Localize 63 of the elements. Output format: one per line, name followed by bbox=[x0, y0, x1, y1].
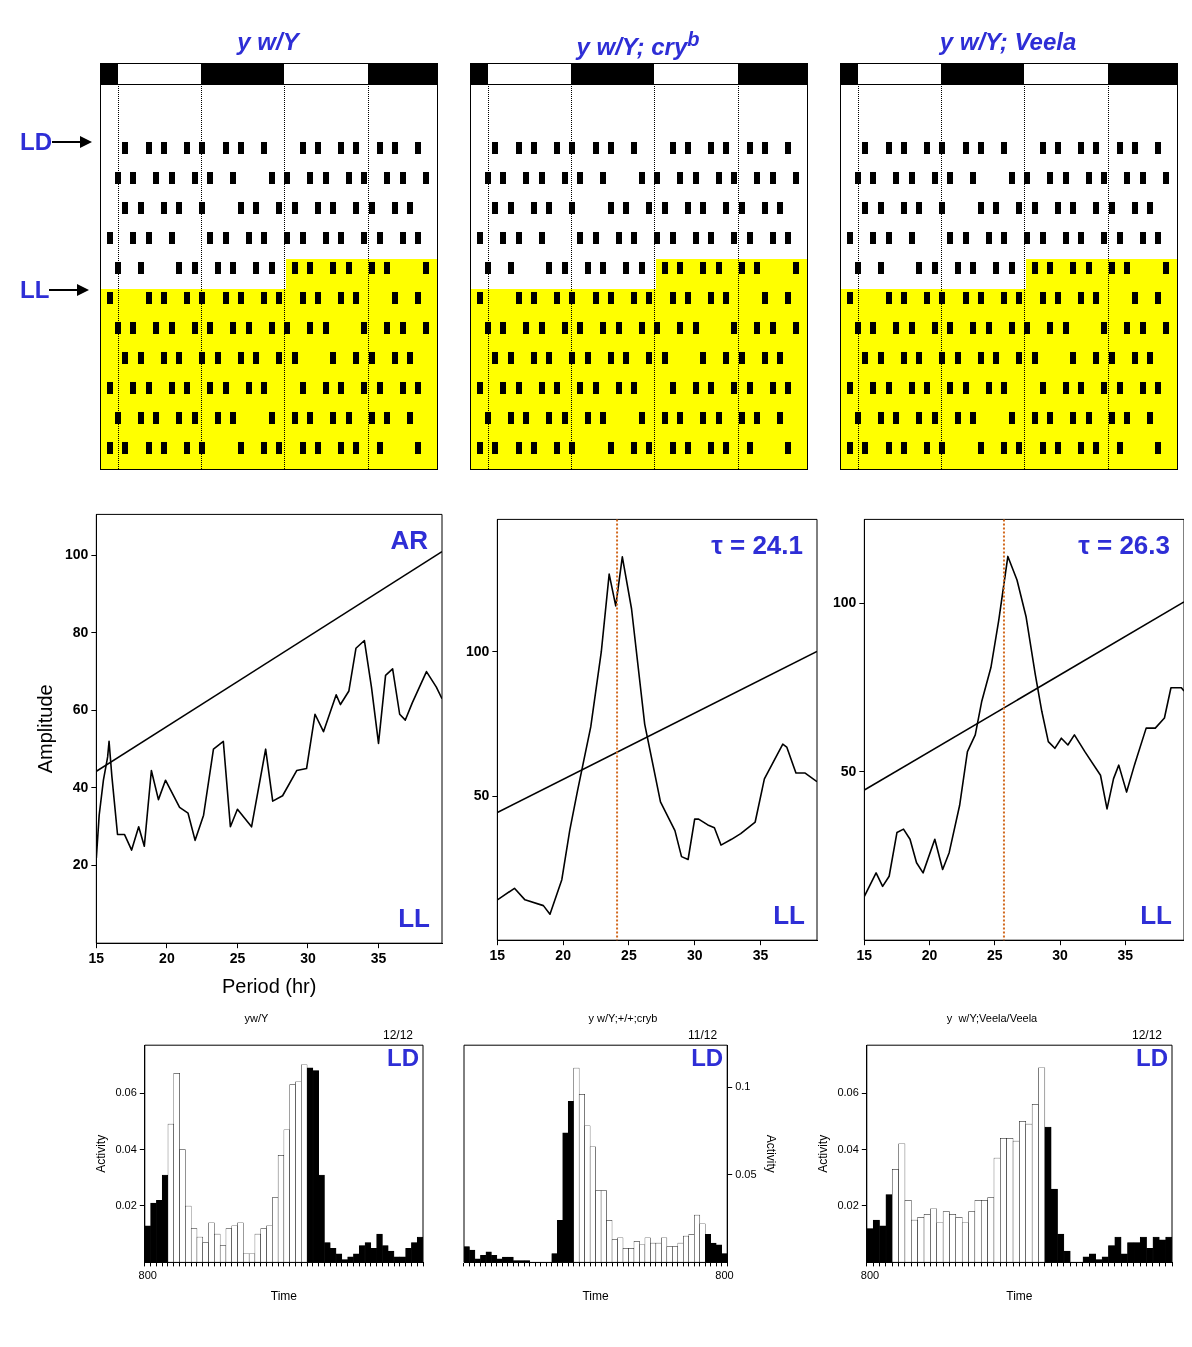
y2-axis-title: Activity bbox=[764, 1134, 779, 1173]
x-axis-title: Time bbox=[270, 1289, 298, 1304]
x-tick-label: 35 bbox=[1117, 947, 1134, 964]
y-tick-label: 0.02 bbox=[837, 1199, 859, 1212]
text: y w/Y bbox=[235, 28, 302, 56]
chart-title: yw/Y bbox=[244, 1011, 270, 1024]
text: 11/12 bbox=[688, 1027, 718, 1042]
text: LL bbox=[20, 276, 50, 304]
x-tick-label: 25 bbox=[229, 950, 246, 967]
x-tick-label: 25 bbox=[621, 947, 637, 964]
x-tick-label: 35 bbox=[752, 947, 769, 964]
text: y w/Y; Veela bbox=[938, 28, 1078, 56]
y-tick-label: 60 bbox=[72, 701, 89, 718]
annotation: τ = 26.3 bbox=[1078, 529, 1170, 560]
annotation: LD bbox=[691, 1043, 724, 1071]
y-tick-label: 0.06 bbox=[115, 1086, 137, 1099]
x-tick-label: 25 bbox=[987, 947, 1003, 964]
x-tick-label: 35 bbox=[370, 950, 387, 967]
text: y w/Y; cry$^{b}$ bbox=[574, 28, 701, 61]
y2-tick-label: 0.05 bbox=[735, 1167, 757, 1180]
x-tick-label: 20 bbox=[555, 947, 572, 964]
x-tick-label: 15 bbox=[856, 947, 873, 964]
y-axis-title: Activity bbox=[815, 1134, 830, 1173]
y-tick-label: 0.02 bbox=[115, 1199, 137, 1212]
y-axis-title: Activity bbox=[93, 1134, 108, 1173]
annotation: τ = 24.1 bbox=[711, 529, 803, 560]
x-tick-label: 800 bbox=[138, 1269, 157, 1282]
y2-tick-label: 0.1 bbox=[735, 1080, 751, 1093]
annotation: LL bbox=[1140, 900, 1173, 931]
x-tick-label: 15 bbox=[489, 947, 506, 964]
annotation: AR bbox=[390, 524, 429, 555]
annotation: LD bbox=[1136, 1043, 1168, 1071]
y-tick-label: 80 bbox=[72, 623, 89, 640]
annotation: LL bbox=[398, 903, 431, 934]
annotation: LL bbox=[773, 900, 806, 931]
x-axis-title: Time bbox=[582, 1289, 610, 1304]
y-axis-title: Amplitude bbox=[33, 684, 56, 774]
x-tick-label: 800 bbox=[715, 1269, 734, 1282]
text: 12/12 bbox=[1131, 1027, 1163, 1042]
y-tick-label: 0.04 bbox=[837, 1142, 859, 1155]
x-tick-label: 800 bbox=[860, 1269, 880, 1282]
y-tick-label: 0.04 bbox=[115, 1142, 137, 1155]
x-axis-title: Time bbox=[1006, 1289, 1033, 1304]
x-tick-label: 30 bbox=[300, 950, 316, 967]
text: LD bbox=[20, 128, 52, 156]
x-tick-label: 15 bbox=[88, 950, 105, 967]
chart-title: y w/Y;+/+;cryb bbox=[588, 1011, 658, 1024]
y-tick-label: 100 bbox=[833, 594, 857, 611]
y-tick-label: 50 bbox=[840, 762, 857, 779]
x-tick-label: 30 bbox=[1052, 947, 1069, 964]
y-tick-label: 20 bbox=[72, 856, 89, 873]
y-tick-label: 0.06 bbox=[837, 1086, 859, 1099]
y-tick-label: 100 bbox=[65, 546, 89, 563]
y-tick-label: 100 bbox=[466, 642, 490, 659]
x-tick-label: 20 bbox=[921, 947, 938, 964]
text: 12/12 bbox=[382, 1027, 414, 1042]
x-tick-label: 30 bbox=[686, 947, 703, 964]
x-axis-title: Period (hr) bbox=[221, 974, 317, 997]
y-tick-label: 40 bbox=[72, 778, 89, 795]
annotation: LD bbox=[387, 1043, 419, 1071]
chart-title: y w/Y;Veela/Veela bbox=[946, 1011, 1039, 1024]
y-tick-label: 50 bbox=[473, 786, 490, 803]
x-tick-label: 20 bbox=[159, 950, 175, 967]
